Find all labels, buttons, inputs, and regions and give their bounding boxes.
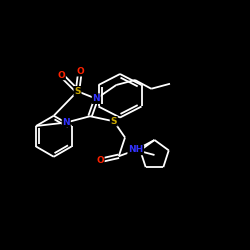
Text: O: O	[96, 156, 104, 165]
Text: S: S	[74, 87, 81, 96]
Text: O: O	[58, 70, 65, 80]
Text: N: N	[92, 94, 100, 103]
Text: N: N	[62, 118, 70, 127]
Text: NH: NH	[128, 146, 144, 154]
Text: O: O	[76, 67, 84, 76]
Text: S: S	[110, 117, 117, 126]
